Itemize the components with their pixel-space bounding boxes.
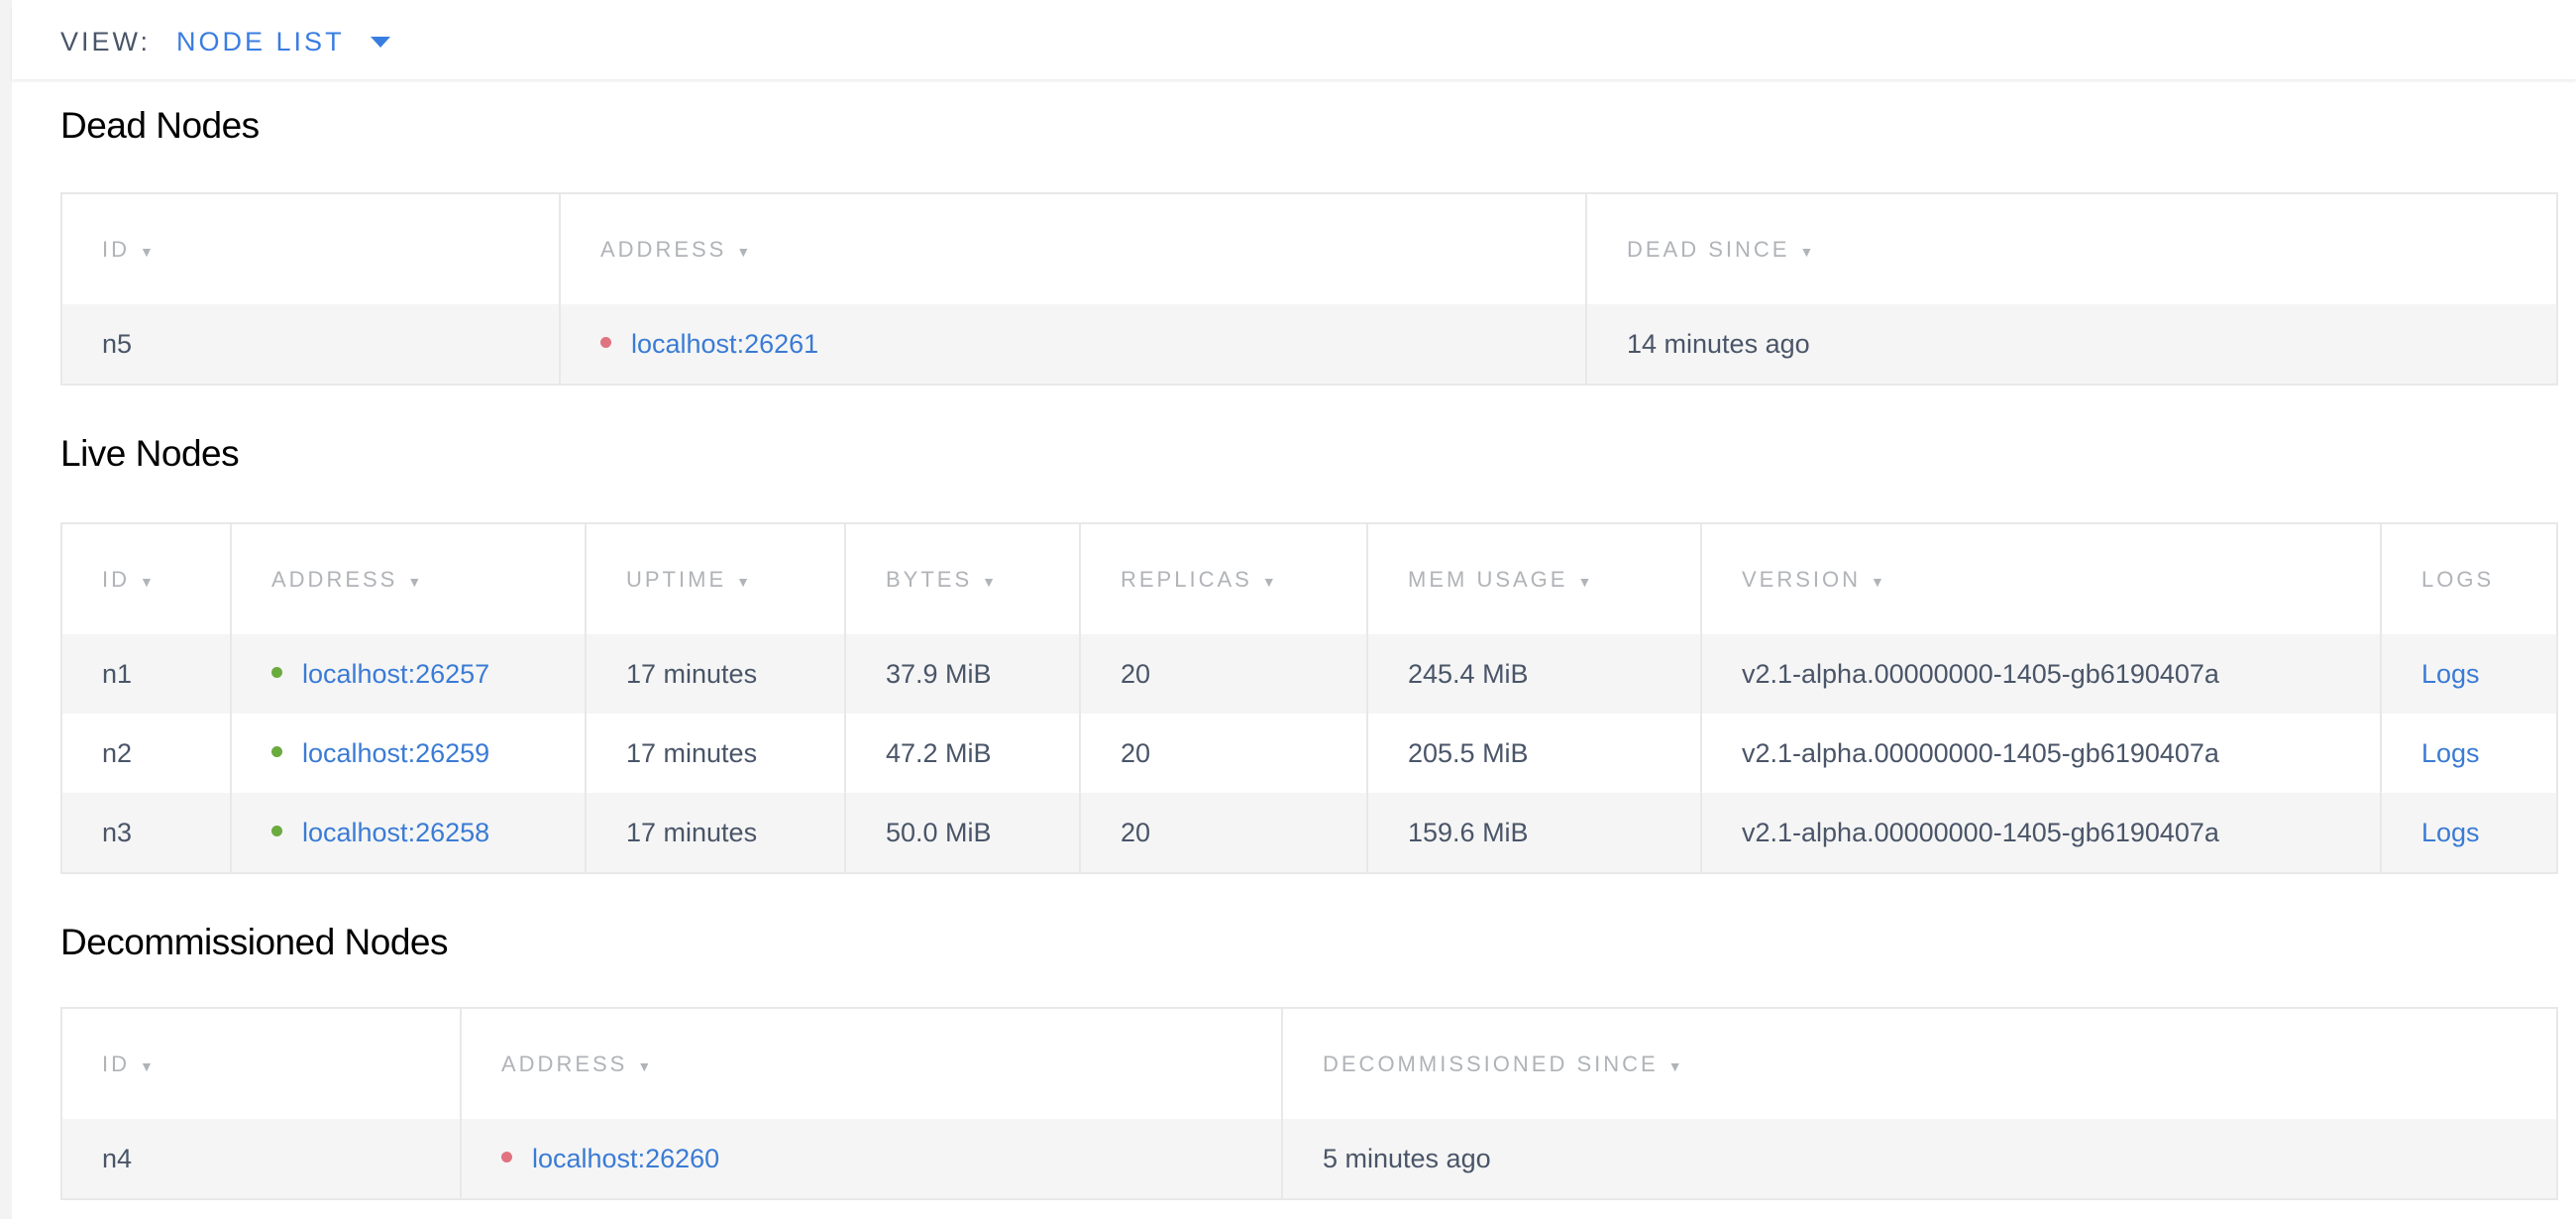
table-row: n2 localhost:26259 17 minutes 47.2 MiB 2… xyxy=(61,714,2557,793)
column-header-label: ID xyxy=(102,1051,130,1076)
column-header-label: ID xyxy=(102,236,130,262)
column-header-label: DEAD SINCE xyxy=(1627,236,1790,262)
column-header-label: BYTES xyxy=(886,566,973,592)
node-id: n5 xyxy=(61,304,560,385)
sort-icon: ▼ xyxy=(1667,1057,1682,1074)
sort-icon: ▼ xyxy=(1261,573,1276,590)
column-header-version[interactable]: VERSION ▼ xyxy=(1700,523,2381,634)
live-nodes-title: Live Nodes xyxy=(60,433,240,474)
column-header-dead-since[interactable]: DEAD SINCE ▼ xyxy=(1585,193,2557,304)
column-header-decommissioned-since[interactable]: DECOMMISSIONED SINCE ▼ xyxy=(1281,1008,2557,1119)
node-address-link[interactable]: localhost:26257 xyxy=(302,658,490,689)
mem-usage: 159.6 MiB xyxy=(1366,793,1701,873)
logs-link[interactable]: Logs xyxy=(2421,817,2480,847)
column-header-replicas[interactable]: REPLICAS ▼ xyxy=(1079,523,1367,634)
logs-link[interactable]: Logs xyxy=(2421,658,2480,689)
column-header-label: ID xyxy=(102,566,130,592)
table-row: n3 localhost:26258 17 minutes 50.0 MiB 2… xyxy=(61,793,2557,873)
table-row: n5 localhost:26261 14 minutes ago xyxy=(61,304,2557,385)
version: v2.1-alpha.00000000-1405-gb6190407a xyxy=(1700,714,2381,793)
version: v2.1-alpha.00000000-1405-gb6190407a xyxy=(1700,634,2381,714)
table-row: n4 localhost:26260 5 minutes ago xyxy=(61,1119,2557,1199)
sort-icon: ▼ xyxy=(140,573,154,590)
column-header-uptime[interactable]: UPTIME ▼ xyxy=(585,523,845,634)
column-header-address[interactable]: ADDRESS ▼ xyxy=(460,1008,1282,1119)
status-live-icon xyxy=(271,825,282,836)
bytes: 37.9 MiB xyxy=(844,634,1080,714)
mem-usage: 205.5 MiB xyxy=(1366,714,1701,793)
sort-icon: ▼ xyxy=(140,243,154,260)
node-address-link[interactable]: localhost:26259 xyxy=(302,737,490,768)
dead-nodes-title: Dead Nodes xyxy=(60,105,260,146)
mem-usage: 245.4 MiB xyxy=(1366,634,1701,714)
view-dropdown-value: NODE LIST xyxy=(176,27,345,56)
version: v2.1-alpha.00000000-1405-gb6190407a xyxy=(1700,793,2381,873)
column-header-label: DECOMMISSIONED SINCE xyxy=(1323,1051,1659,1076)
sort-icon: ▼ xyxy=(407,573,422,590)
column-header-logs: LOGS xyxy=(2380,523,2557,634)
node-address-link[interactable]: localhost:26260 xyxy=(532,1143,720,1173)
decommissioned-nodes-title: Decommissioned Nodes xyxy=(60,922,449,962)
column-header-id[interactable]: ID ▼ xyxy=(61,193,560,304)
dead-nodes-table: ID ▼ ADDRESS ▼ DEAD SINCE ▼ n5 localhost:26… xyxy=(60,192,2558,386)
sort-icon: ▼ xyxy=(1577,573,1592,590)
uptime: 17 minutes xyxy=(585,793,845,873)
status-live-icon xyxy=(271,666,282,678)
sort-icon: ▼ xyxy=(736,573,750,590)
sort-icon: ▼ xyxy=(1871,573,1884,590)
bytes: 50.0 MiB xyxy=(844,793,1080,873)
node-address-link[interactable]: localhost:26258 xyxy=(302,817,490,847)
column-header-label: ADDRESS xyxy=(501,1051,628,1076)
uptime: 17 minutes xyxy=(585,634,845,714)
column-header-address[interactable]: ADDRESS ▼ xyxy=(230,523,586,634)
dead-since: 14 minutes ago xyxy=(1585,304,2557,385)
column-header-label: ADDRESS xyxy=(600,236,727,262)
column-header-bytes[interactable]: BYTES ▼ xyxy=(844,523,1080,634)
sort-icon: ▼ xyxy=(736,243,751,260)
column-header-label: REPLICAS xyxy=(1121,566,1252,592)
node-id: n2 xyxy=(61,714,231,793)
live-nodes-table: ID ▼ ADDRESS ▼ UPTIME ▼ BYTES ▼ REPLICAS ▼ ME… xyxy=(60,522,2558,874)
table-row: n1 localhost:26257 17 minutes 37.9 MiB 2… xyxy=(61,634,2557,714)
view-selector-bar: VIEW: NODE LIST xyxy=(12,5,2576,79)
logs-link[interactable]: Logs xyxy=(2421,737,2480,768)
column-header-label: VERSION xyxy=(1742,566,1862,592)
caret-down-icon xyxy=(370,37,390,48)
node-id: n4 xyxy=(61,1119,461,1199)
view-label: VIEW: xyxy=(60,27,152,56)
uptime: 17 minutes xyxy=(585,714,845,793)
replicas: 20 xyxy=(1079,793,1367,873)
column-header-id[interactable]: ID ▼ xyxy=(61,523,231,634)
view-dropdown[interactable]: NODE LIST xyxy=(176,27,390,57)
node-id: n3 xyxy=(61,793,231,873)
status-decommissioned-icon xyxy=(501,1151,512,1163)
sort-icon: ▼ xyxy=(637,1057,652,1074)
replicas: 20 xyxy=(1079,634,1367,714)
node-id: n1 xyxy=(61,634,231,714)
status-live-icon xyxy=(271,745,282,757)
column-header-label: ADDRESS xyxy=(271,566,398,592)
bytes: 47.2 MiB xyxy=(844,714,1080,793)
sort-icon: ▼ xyxy=(1799,243,1814,260)
sort-icon: ▼ xyxy=(140,1057,154,1074)
decommissioned-nodes-table: ID ▼ ADDRESS ▼ DECOMMISSIONED SINCE ▼ n4 lo… xyxy=(60,1007,2558,1200)
column-header-label: MEM USAGE xyxy=(1408,566,1568,592)
column-header-mem-usage[interactable]: MEM USAGE ▼ xyxy=(1366,523,1701,634)
column-header-id[interactable]: ID ▼ xyxy=(61,1008,461,1119)
status-dead-icon xyxy=(600,336,611,348)
column-header-address[interactable]: ADDRESS ▼ xyxy=(559,193,1586,304)
column-header-label: UPTIME xyxy=(626,566,727,592)
replicas: 20 xyxy=(1079,714,1367,793)
decommissioned-since: 5 minutes ago xyxy=(1281,1119,2557,1199)
node-address-link[interactable]: localhost:26261 xyxy=(631,328,819,359)
sort-icon: ▼ xyxy=(982,573,996,590)
